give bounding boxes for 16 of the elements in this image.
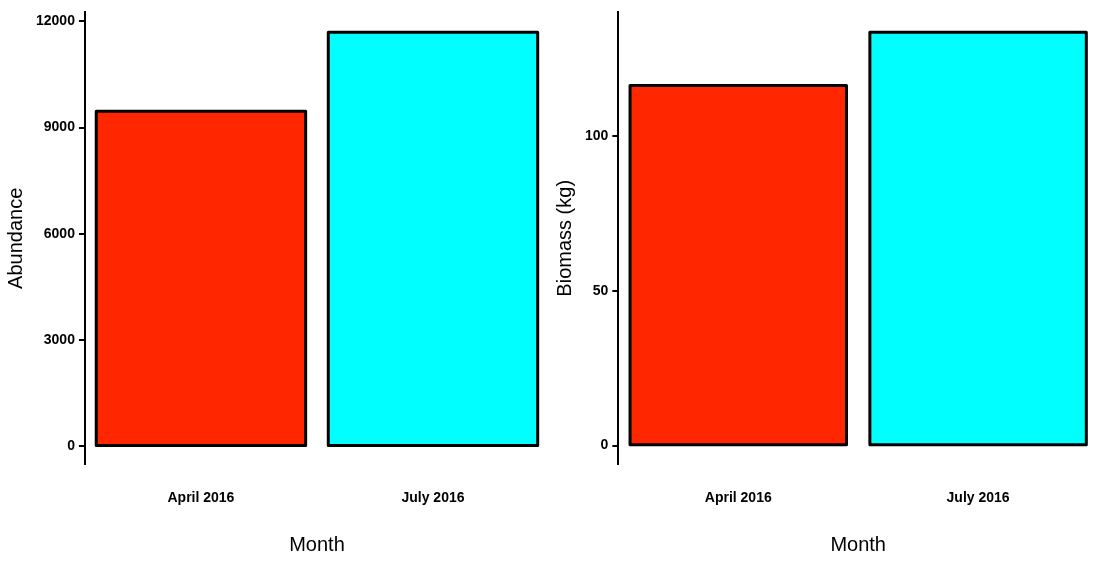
x-tick-label: July 2016	[946, 489, 1010, 506]
y-axis-title: Biomass (kg)	[552, 179, 575, 297]
x-axis-title: Month	[830, 532, 886, 555]
y-tick-label: 9000	[43, 118, 76, 135]
x-tick-label: April 2016	[167, 489, 235, 506]
y-tick-label: 3000	[43, 331, 76, 348]
y-tick-label: 6000	[43, 224, 76, 241]
x-tick-label: July 2016	[401, 489, 465, 506]
y-tick-label: 100	[585, 127, 609, 144]
y-tick-label: 0	[600, 436, 609, 453]
y-tick-label: 50	[592, 281, 609, 298]
y-tick-label: 12000	[35, 12, 76, 29]
x-tick-label: April 2016	[704, 489, 772, 506]
y-tick-label: 0	[67, 437, 76, 454]
y-axis-title: Abundance	[3, 187, 26, 289]
x-axis-title: Month	[289, 532, 345, 555]
